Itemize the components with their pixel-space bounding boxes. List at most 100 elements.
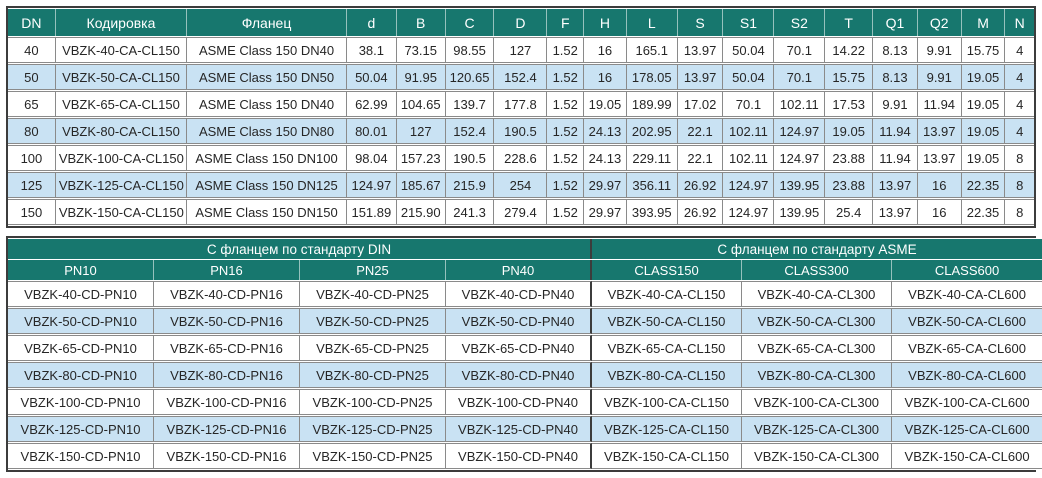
dimension-cell: 102.11 [774, 91, 826, 117]
codes-table-row: VBZK-65-CD-PN10 VBZK-65-CD-PN16 VBZK-65-CD… [8, 335, 1042, 361]
codes-subheader-row: PN10 PN16 PN25 PN40 CLASS150 CLASS300 CLASS600 [8, 260, 1042, 280]
dimension-cell: 4 [1005, 64, 1034, 90]
dimension-cell: 202.95 [626, 118, 678, 144]
dimension-cell: 50.04 [346, 64, 397, 90]
dimension-cell: VBZK-50-CA-CL150 [55, 64, 188, 90]
dimension-cell: 1.52 [547, 199, 585, 225]
dimension-cell: 29.97 [584, 172, 627, 198]
dimension-cell: VBZK-80-CA-CL150 [55, 118, 188, 144]
dimension-cell: 13.97 [677, 37, 724, 63]
dimension-cell: 9.91 [917, 64, 962, 90]
dimension-cell: 124.97 [723, 199, 775, 225]
dimension-cell: 24.13 [584, 145, 627, 171]
dimension-cell: 139.7 [445, 91, 495, 117]
codes-column-header-pn25: PN25 [300, 260, 446, 280]
code-cell: VBZK-80-CA-CL150 [592, 362, 743, 388]
dimension-cell: VBZK-40-CA-CL150 [55, 37, 188, 63]
code-cell: VBZK-150-CD-PN40 [446, 443, 593, 469]
dimension-cell: 65 [8, 91, 56, 117]
dimension-cell: 139.95 [774, 199, 826, 225]
dimension-cell: 19.05 [961, 64, 1006, 90]
dim-column-header-dn: DN [8, 9, 56, 36]
code-cell: VBZK-50-CA-CL600 [892, 308, 1042, 334]
dimension-cell: ASME Class 150 DN100 [187, 145, 347, 171]
code-cell: VBZK-40-CA-CL150 [592, 281, 743, 307]
dimension-cell: 185.67 [396, 172, 446, 198]
dimension-cell: VBZK-65-CA-CL150 [55, 91, 188, 117]
dimension-cell: 50 [8, 64, 56, 90]
code-cell: VBZK-150-CD-PN10 [8, 443, 154, 469]
dimension-cell: 157.23 [396, 145, 446, 171]
dimension-cell: 19.05 [825, 118, 874, 144]
dimension-cell: 29.97 [584, 199, 627, 225]
dimension-cell: ASME Class 150 DN40 [187, 37, 347, 63]
code-cell: VBZK-100-CD-PN40 [446, 389, 593, 415]
dimension-cell: 19.05 [961, 118, 1006, 144]
dimension-cell: 19.05 [961, 145, 1006, 171]
dimension-cell: 190.5 [445, 145, 495, 171]
dimension-cell: 393.95 [626, 199, 678, 225]
dim-column-header-кодировка: Кодировка [55, 9, 188, 36]
dimension-cell: 241.3 [445, 199, 495, 225]
dim-column-header-h: H [584, 9, 627, 36]
codes-table-row: VBZK-50-CD-PN10 VBZK-50-CD-PN16 VBZK-50-CD… [8, 308, 1042, 334]
code-cell: VBZK-65-CD-PN16 [154, 335, 300, 361]
code-cell: VBZK-65-CA-CL150 [592, 335, 743, 361]
code-cell: VBZK-100-CA-CL300 [742, 389, 893, 415]
dimension-cell: 152.4 [445, 118, 495, 144]
dimension-cell: 1.52 [547, 118, 585, 144]
dimension-cell: 124.97 [774, 118, 826, 144]
dimension-cell: 16 [917, 199, 962, 225]
dimensions-table-row: 125 VBZK-125-CA-CL150 ASME Class 150 DN125… [8, 172, 1034, 198]
dimension-cell: 13.97 [917, 118, 962, 144]
dimension-cell: 50.04 [723, 64, 775, 90]
code-cell: VBZK-80-CA-CL300 [742, 362, 893, 388]
dimension-cell: 125 [8, 172, 56, 198]
dimension-cell: 150 [8, 199, 56, 225]
codes-table-row: VBZK-40-CD-PN10 VBZK-40-CD-PN16 VBZK-40-CD… [8, 281, 1042, 307]
dim-column-header-s2: S2 [774, 9, 826, 36]
dimension-cell: 139.95 [774, 172, 826, 198]
flange-codes-table: С фланцем по стандарту DIN С фланцем по … [6, 236, 1042, 472]
flange-codes-table-grid: С фланцем по стандарту DIN С фланцем по … [8, 238, 1042, 470]
codes-table-row: VBZK-80-CD-PN10 VBZK-80-CD-PN16 VBZK-80-CD… [8, 362, 1042, 388]
dim-column-header-q2: Q2 [917, 9, 962, 36]
dimension-cell: 1.52 [547, 172, 585, 198]
code-cell: VBZK-50-CD-PN25 [300, 308, 446, 334]
dimension-cell: 189.99 [626, 91, 678, 117]
dimension-cell: 9.91 [873, 91, 918, 117]
code-cell: VBZK-80-CD-PN10 [8, 362, 154, 388]
dimension-cell: ASME Class 150 DN150 [187, 199, 347, 225]
code-cell: VBZK-50-CD-PN40 [446, 308, 593, 334]
dimension-cell: 14.22 [825, 37, 874, 63]
dimensions-table-row: 40 VBZK-40-CA-CL150 ASME Class 150 DN40 38.… [8, 37, 1034, 63]
dimension-cell: 19.05 [961, 91, 1006, 117]
dimensions-header-row: DN Кодировка Фланец d B C D F H L S S1 S2 T Q1 Q2 M N [8, 9, 1034, 36]
dimension-cell: 1.52 [547, 64, 585, 90]
code-cell: VBZK-100-CD-PN10 [8, 389, 154, 415]
dimension-cell: 124.97 [346, 172, 397, 198]
dim-column-header-f: F [547, 9, 585, 36]
code-cell: VBZK-100-CA-CL150 [592, 389, 743, 415]
code-cell: VBZK-125-CD-PN40 [446, 416, 593, 442]
code-cell: VBZK-40-CD-PN40 [446, 281, 593, 307]
dimension-cell: 15.75 [961, 37, 1006, 63]
dimension-cell: ASME Class 150 DN40 [187, 91, 347, 117]
dimension-cell: 279.4 [494, 199, 548, 225]
dimension-cell: 127 [494, 37, 548, 63]
code-cell: VBZK-50-CD-PN16 [154, 308, 300, 334]
dimension-cell: 8 [1005, 145, 1034, 171]
dimension-cell: 4 [1005, 91, 1034, 117]
dimensions-table-grid: DN Кодировка Фланец d B C D F H L S S1 S2 T Q1 Q2 M N 40 V… [8, 8, 1034, 226]
code-cell: VBZK-50-CD-PN10 [8, 308, 154, 334]
dimension-cell: 16 [917, 172, 962, 198]
dimension-cell: 26.92 [677, 199, 724, 225]
code-cell: VBZK-125-CA-CL300 [742, 416, 893, 442]
dimension-cell: 91.95 [396, 64, 446, 90]
codes-table-row: VBZK-125-CD-PN10 VBZK-125-CD-PN16 VBZK-125… [8, 416, 1042, 442]
dim-column-header-m: M [961, 9, 1006, 36]
code-cell: VBZK-65-CA-CL300 [742, 335, 893, 361]
code-cell: VBZK-65-CD-PN10 [8, 335, 154, 361]
dimensions-table-row: 150 VBZK-150-CA-CL150 ASME Class 150 DN150… [8, 199, 1034, 225]
dim-column-header-s: S [677, 9, 724, 36]
